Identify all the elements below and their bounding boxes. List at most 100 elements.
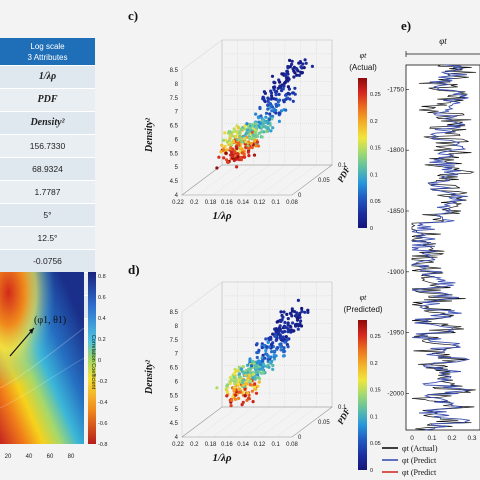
scatter-point: [239, 127, 243, 131]
scatter-point: [260, 130, 264, 134]
scatter-point: [271, 332, 275, 336]
scatter-point: [281, 335, 285, 339]
scatter-point: [286, 323, 290, 327]
scatter-point: [234, 393, 238, 397]
x-tick-label: 0.16: [221, 442, 233, 448]
scatter-point: [268, 112, 272, 116]
x-tick-label: 0.14: [237, 200, 249, 206]
scatter-point: [224, 151, 228, 155]
table-row: 1/λρ: [0, 66, 95, 89]
y-tick-label: 8.5: [170, 310, 179, 316]
panel-e-letter: e): [401, 18, 412, 33]
scatter-point: [266, 107, 270, 111]
scatter-point: [225, 160, 230, 164]
annotation-label: (φ1, θ1): [34, 315, 66, 326]
scatter-point: [264, 115, 268, 119]
heatmap-x-tick-label: 80: [68, 454, 75, 460]
y-axis-label: Density²: [144, 359, 155, 395]
heatmap-x-tick-label: 60: [47, 454, 54, 460]
scatter-point: [273, 81, 277, 85]
scatter-point: [288, 65, 292, 69]
scatter-point: [253, 363, 257, 368]
scatter-point: [286, 72, 290, 76]
x-tick-label: 0.2: [190, 200, 199, 206]
scatter-point: [255, 370, 259, 374]
scatter-point: [272, 85, 276, 89]
colorbar-tick-label: 0: [98, 358, 101, 364]
scatter-point: [286, 91, 290, 95]
x-tick-label: 0.18: [205, 200, 217, 206]
scatter-point: [228, 130, 232, 134]
x-tick-label: 0.2: [447, 435, 456, 442]
heatmap-x-ticks: 20 40 60 80: [5, 454, 75, 460]
scatter-point: [269, 129, 273, 133]
scatter-point: [289, 328, 294, 333]
scatter-point: [263, 99, 267, 104]
scatter-point: [233, 150, 237, 154]
scatter-point: [284, 97, 288, 101]
scatter-point: [268, 357, 272, 362]
scatter-point: [254, 391, 259, 395]
scatter-point: [243, 394, 247, 398]
scatter-point: [255, 355, 259, 360]
scatter-point: [244, 140, 248, 144]
scatter-point: [261, 353, 265, 357]
scatter-point: [237, 390, 241, 394]
scatter-point: [237, 396, 241, 400]
scatter-point: [225, 394, 229, 398]
scatter-point: [256, 384, 260, 388]
scatter-point: [282, 84, 286, 88]
axes-frame: [181, 281, 333, 438]
scatter-point: [258, 105, 262, 110]
panel-e-log-plot: φt -1750 -1800 -1850 -1900 -1950 -2000 0 0.1 0.2 0…: [382, 36, 480, 477]
scatter-point: [276, 346, 280, 350]
scatter-point: [262, 363, 266, 367]
x-axis-label: 1/λρ: [212, 452, 231, 464]
scatter-point: [265, 352, 269, 356]
scatter-point: [279, 310, 283, 314]
scatter-point: [284, 108, 288, 112]
scatter-point: [267, 345, 271, 349]
scatter-point: [294, 323, 298, 327]
scatter-point: [257, 116, 261, 120]
colorbar-tick-label: 0.15: [370, 388, 381, 394]
y-tick-label: 7.5: [170, 96, 179, 102]
scatter-point: [246, 376, 251, 380]
x-axis-label: 1/λρ: [212, 210, 231, 222]
scatter-point: [234, 134, 238, 139]
scatter-point: [242, 155, 246, 159]
colorbar-tick-label: 0: [370, 226, 373, 232]
scatter-point: [247, 367, 251, 371]
table-row: 12.5°: [0, 227, 95, 250]
scatter-point: [235, 157, 239, 161]
scatter-point: [255, 140, 259, 144]
scatter-point: [279, 342, 283, 346]
scatter-point: [253, 131, 257, 135]
y-tick-label: 4: [175, 435, 179, 441]
scatter-point: [260, 346, 264, 350]
table-row: Density²: [0, 112, 95, 135]
scatter-point: [255, 351, 259, 355]
scatter-point: [303, 58, 307, 62]
scatter-point: [300, 306, 304, 311]
scatter-point: [299, 319, 303, 323]
colorbar-tick-label: -0.4: [98, 400, 107, 406]
scatter-points: [215, 58, 314, 170]
y-tick-label: 6: [175, 137, 179, 143]
scatter-point: [291, 99, 295, 103]
scatter-point: [296, 298, 300, 302]
legend-label: φt (Predict: [402, 456, 437, 465]
heatmap-x-tick-label: 40: [26, 454, 33, 460]
scatter-point: [247, 397, 251, 401]
scatter-point: [277, 328, 281, 333]
scatter-point: [275, 89, 279, 94]
scatter-point: [271, 367, 275, 371]
scatter-point: [246, 150, 250, 154]
scatter-point: [251, 133, 255, 137]
scatter-point: [268, 102, 272, 106]
scatter-point: [273, 334, 277, 338]
scatter-point: [248, 379, 253, 383]
scatter-point: [242, 371, 246, 375]
table-row: PDF: [0, 89, 95, 112]
scatter-point: [241, 381, 245, 385]
